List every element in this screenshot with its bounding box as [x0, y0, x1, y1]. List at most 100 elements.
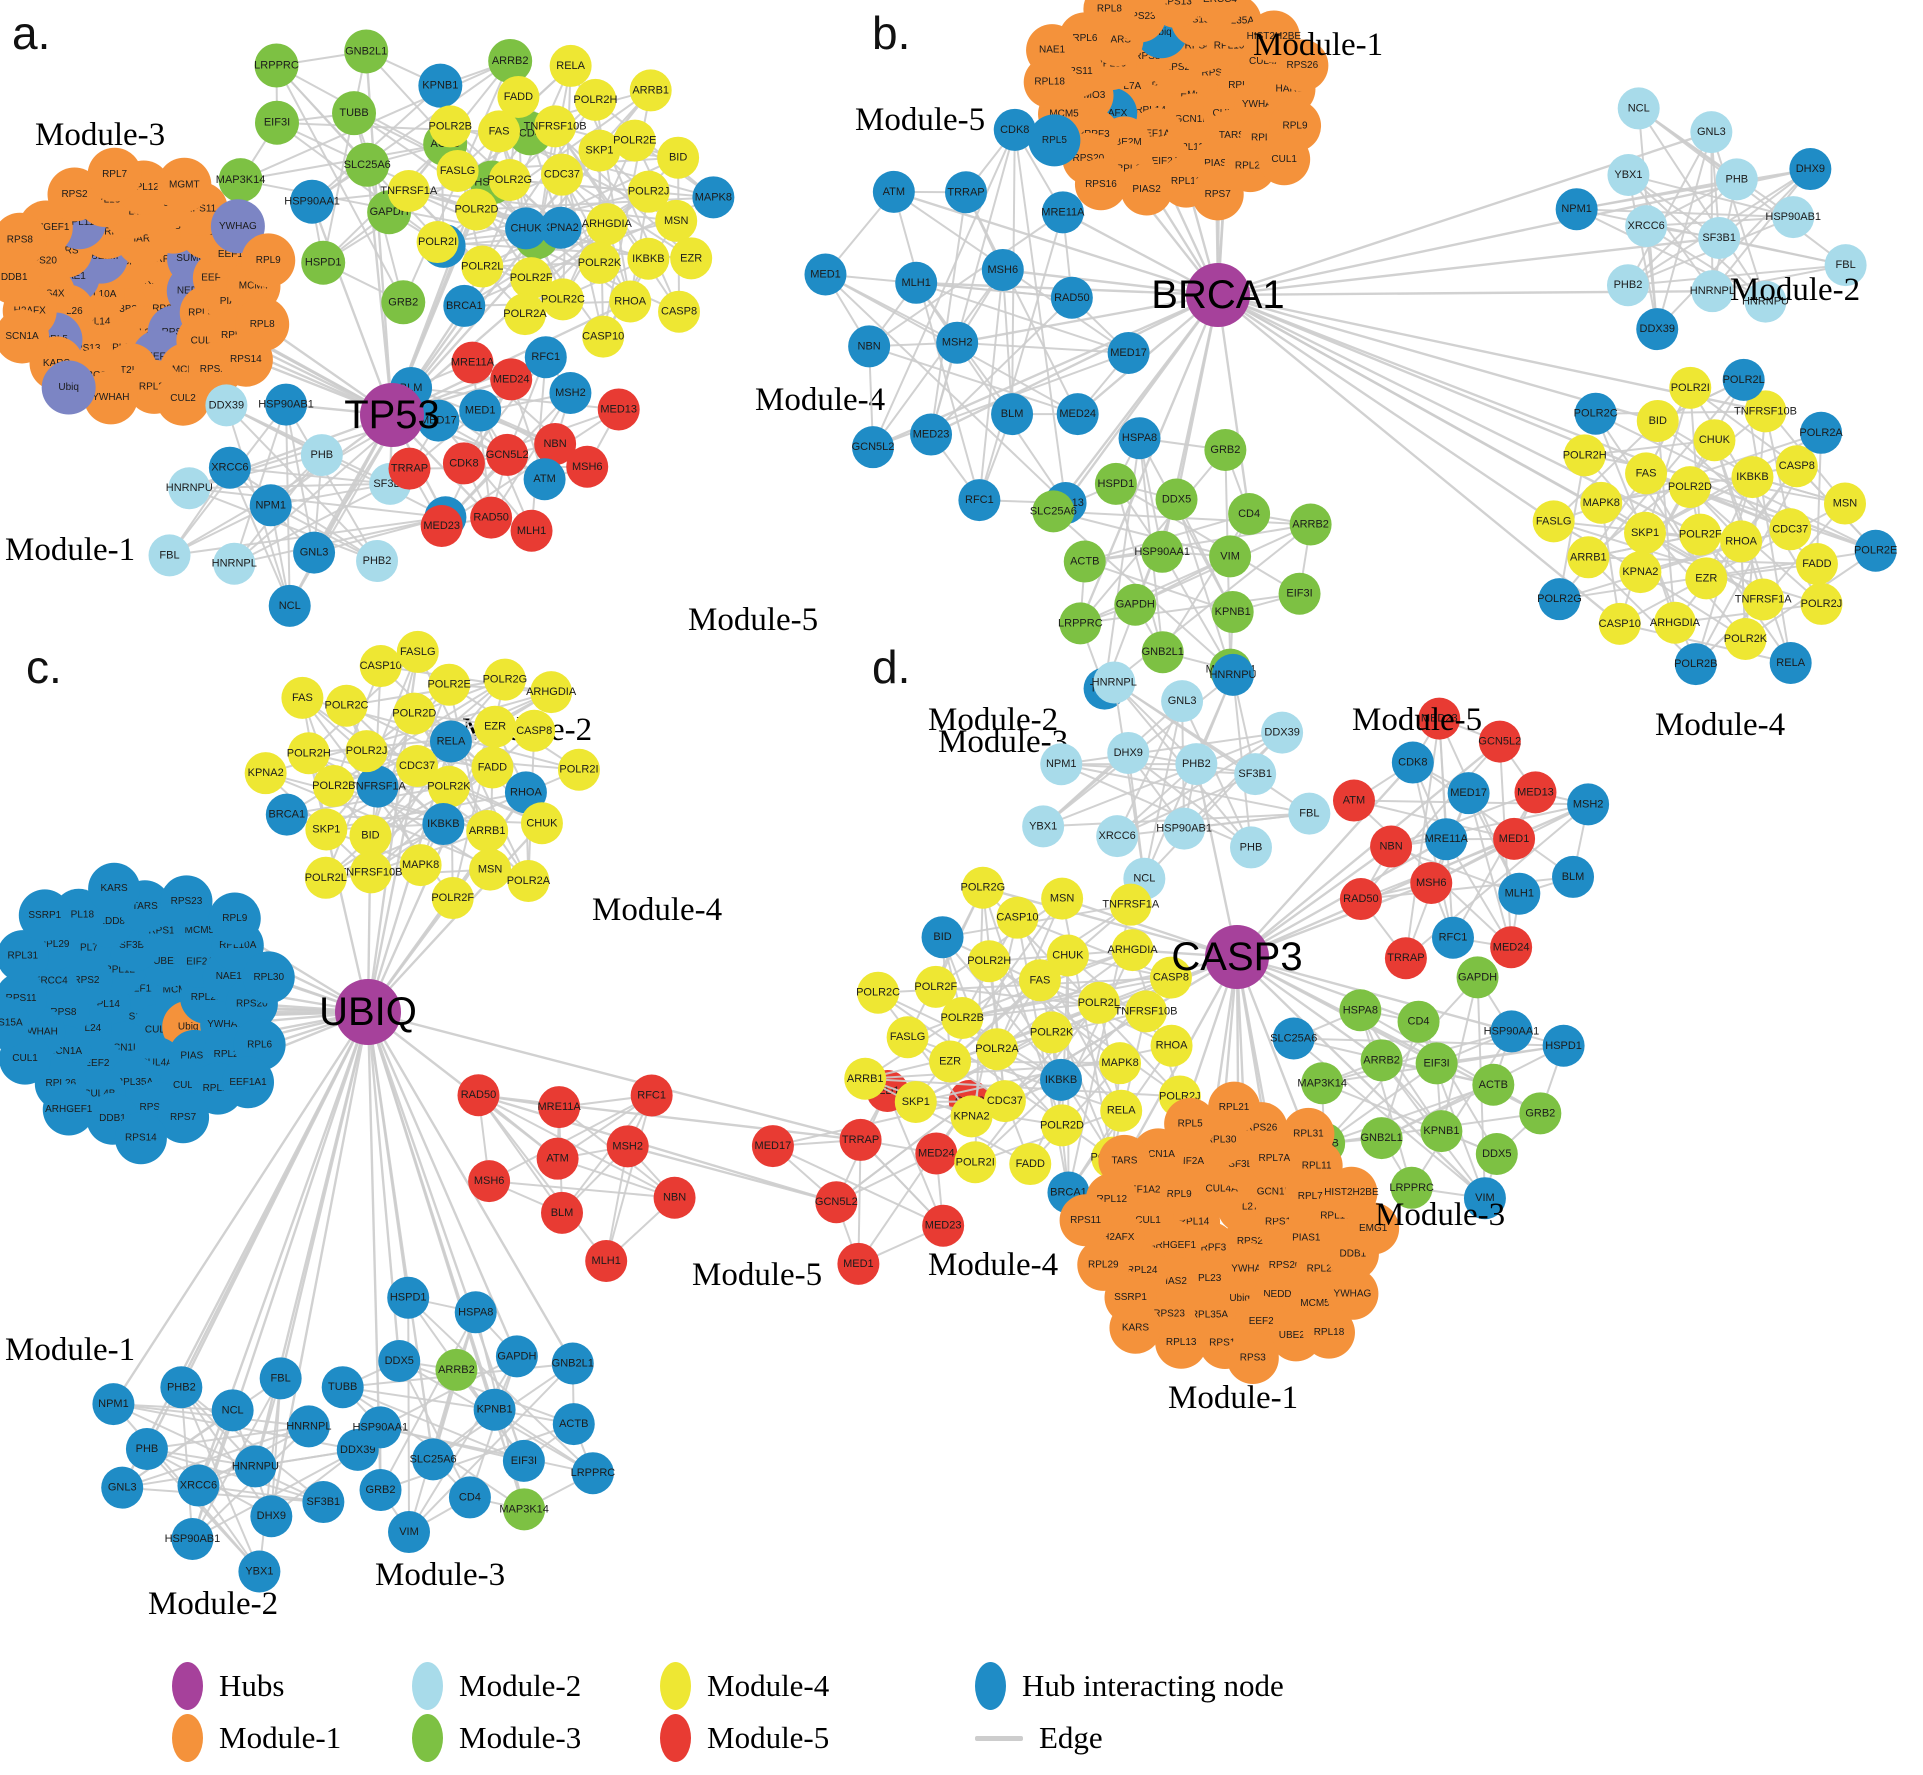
network-node-FADD	[471, 746, 514, 789]
node-label: RPS2	[61, 189, 88, 200]
node-label: DDX39	[340, 1444, 375, 1456]
node-label: CDK8	[1000, 124, 1029, 136]
node-label: RPL35A	[188, 307, 226, 318]
network-node-RPS14	[218, 332, 273, 387]
node-label: POLR2B	[1674, 658, 1717, 670]
node-label: GCN1L1	[1257, 1187, 1296, 1198]
node-label: KPNB1	[477, 1404, 513, 1416]
node-label: EEF1A2	[1123, 1184, 1161, 1195]
node-label: RPL14	[1179, 1217, 1210, 1228]
network-node-RELA	[429, 720, 472, 763]
node-label: NBN	[1379, 841, 1402, 853]
network-node-XRCC6	[1625, 205, 1668, 248]
network-node-NBN	[653, 1176, 696, 1219]
network-node-HSP90AA1	[290, 179, 335, 224]
module-label: Module-1	[1253, 27, 1383, 63]
node-label: RELA	[437, 736, 466, 748]
network-node-POLR2F	[510, 257, 553, 300]
network-node-RPS8	[0, 212, 47, 267]
network-node-EIF3I	[502, 1439, 545, 1482]
node-label: VIM	[1475, 1192, 1495, 1204]
edge	[1712, 264, 1846, 293]
node-label: GCN5L2	[852, 441, 895, 453]
node-label: TARS	[1219, 130, 1245, 141]
edge	[930, 192, 967, 435]
network-node-SSRP1	[18, 889, 71, 942]
module-label: Module-3	[1375, 1197, 1505, 1233]
node-label: NBN	[543, 438, 566, 450]
panel-c: CDC37 POLR2K TNFRSF1A RELA IKBKB POLR2J FADD BI…	[0, 630, 991, 1622]
network-node-MSH6	[566, 445, 609, 488]
node-label: RPS16	[148, 926, 180, 937]
network-node-MAPK8	[399, 844, 442, 887]
node-label: SSRP1	[28, 910, 61, 921]
network-node-SCN1A	[0, 309, 50, 364]
node-label: RPS2	[73, 975, 100, 986]
edge	[974, 1002, 1100, 1163]
node-label: RPL12	[105, 964, 136, 975]
edge	[240, 143, 446, 182]
network-node-ARRB1	[466, 809, 509, 852]
node-label: RPL9	[1167, 1189, 1192, 1200]
node-label: BLM	[1001, 408, 1024, 420]
edge	[970, 917, 1019, 1117]
network-node-EIF3I	[1278, 572, 1321, 615]
node-label: MSH6	[988, 264, 1019, 276]
node-label: SKP1	[312, 824, 340, 836]
network-node-POLR2G	[961, 866, 1004, 909]
network-node-HSP90AA1	[359, 1406, 402, 1449]
network-node-HNRNPU	[1744, 280, 1787, 323]
node-label: RPS15A	[1178, 15, 1217, 26]
node-label: RPL18	[1034, 77, 1065, 88]
node-label: ARHGDIA	[526, 686, 577, 698]
edge	[872, 129, 1016, 448]
edge	[1323, 1083, 1494, 1145]
edge	[489, 1180, 675, 1199]
node-label: Ubiq	[178, 1021, 199, 1032]
node-label: RPL21	[1219, 1102, 1250, 1113]
node-label: POLR2F	[510, 272, 553, 284]
network-node-CHUK	[1046, 934, 1089, 977]
node-label: ACTB	[559, 1418, 588, 1430]
node-label: RPS11	[1070, 1215, 1101, 1226]
node-label: RPL31	[7, 951, 38, 962]
node-label: KPNB1	[422, 80, 458, 92]
network-node-MRE11A	[451, 341, 494, 384]
network-node-TRRAP	[944, 171, 987, 214]
node-label: HSP90AA1	[352, 1421, 408, 1433]
network-node-MED17	[417, 399, 460, 442]
network-node-TUBB	[332, 91, 377, 136]
node-label: GRB2	[366, 1484, 396, 1496]
network-node-MED24	[1056, 393, 1099, 436]
network-node-POLR2K	[1724, 617, 1767, 660]
node-label: RPL13	[203, 1083, 234, 1094]
node-label: SUMO3	[176, 253, 212, 264]
network-node-HNRNPL	[287, 1405, 330, 1448]
node-label: BID	[361, 830, 379, 842]
node-label: EIF2A	[1152, 156, 1180, 167]
network-node-TUBB	[321, 1366, 364, 1409]
edge	[1161, 551, 1232, 671]
node-label: MED17	[1110, 347, 1147, 359]
node-label: SCN1A	[49, 1046, 83, 1057]
network-node-RPS14	[114, 1112, 167, 1165]
node-label: DDX5	[1162, 494, 1191, 506]
edge	[121, 1425, 310, 1489]
node-label: YBX1	[1614, 169, 1642, 181]
network-node-KPNA2	[539, 206, 582, 249]
network-node-POLR2E	[428, 663, 471, 706]
network-node-POLR2J	[345, 730, 388, 773]
node-label: IKBKB	[427, 818, 459, 830]
node-label: HSP90AB1	[1765, 211, 1821, 223]
edge	[1710, 131, 1767, 302]
edge	[342, 1386, 495, 1411]
network-node-NBN	[1370, 825, 1413, 868]
node-label: CUL4A	[141, 1057, 174, 1068]
network-node-DDX5	[1475, 1132, 1518, 1175]
module-label: Module-1	[1168, 1380, 1298, 1416]
node-label: FASLG	[890, 1031, 925, 1043]
network-node-HSPD1	[1542, 1024, 1585, 1067]
node-label: RPS14	[125, 1133, 157, 1144]
node-label: YWHAG	[219, 221, 257, 232]
network-node-SLC25A6	[1032, 490, 1075, 533]
